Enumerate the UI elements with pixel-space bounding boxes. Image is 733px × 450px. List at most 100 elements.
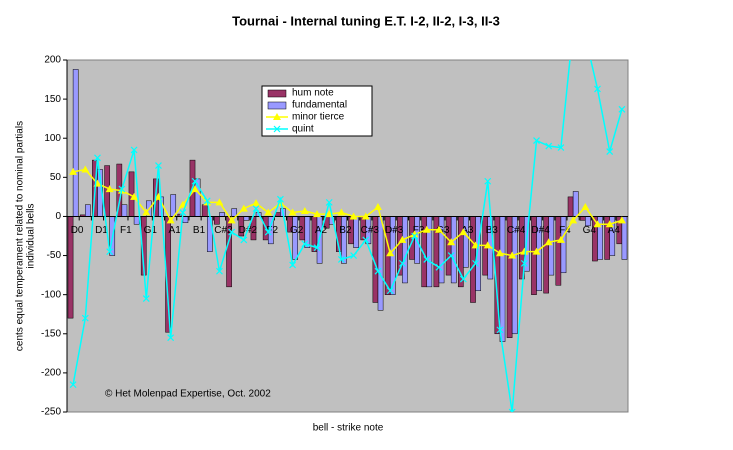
legend-label: quint: [292, 124, 314, 135]
marker: [483, 241, 492, 249]
marker: [459, 228, 468, 236]
y-axis-label: cents equal temperament related to nomin…: [15, 121, 37, 351]
marker: [167, 334, 175, 342]
marker: [350, 252, 358, 259]
bar: [121, 204, 128, 217]
bar: [353, 216, 359, 248]
y-tick-label: -150: [41, 328, 61, 339]
x-tick-label: F3: [413, 225, 425, 236]
marker: [273, 113, 281, 120]
marker: [361, 212, 370, 220]
series-line: [72, 168, 623, 257]
bar: [243, 216, 250, 221]
bar: [170, 194, 177, 217]
x-tick-label: C#3: [361, 225, 380, 236]
bar: [72, 69, 79, 217]
marker: [447, 252, 455, 259]
marker: [215, 198, 224, 206]
marker: [252, 205, 260, 213]
marker: [569, 216, 578, 224]
marker: [288, 208, 297, 216]
legend-swatch: [267, 89, 287, 98]
bar: [201, 204, 208, 217]
marker: [533, 137, 540, 144]
x-axis-label: bell - strike note: [313, 423, 384, 434]
bar: [426, 216, 433, 288]
x-tick-label: B1: [193, 225, 206, 236]
marker: [545, 142, 553, 150]
bar: [499, 216, 506, 342]
bar: [219, 212, 225, 217]
bar: [567, 196, 574, 217]
marker: [252, 199, 261, 207]
marker: [362, 236, 370, 244]
marker: [191, 185, 200, 193]
marker: [105, 185, 114, 193]
marker: [459, 275, 467, 283]
marker: [276, 195, 284, 203]
bar: [579, 216, 586, 221]
marker: [606, 148, 614, 155]
marker: [228, 228, 236, 236]
marker: [301, 240, 309, 248]
marker: [593, 220, 602, 228]
marker: [495, 249, 504, 257]
marker: [166, 216, 175, 224]
marker: [349, 212, 358, 220]
marker: [264, 208, 273, 216]
x-tick-label: F4: [559, 225, 571, 236]
marker: [106, 248, 114, 256]
marker: [69, 167, 78, 175]
y-tick-label: 200: [44, 55, 61, 66]
chart-title: Tournai - Internal tuning E.T. I-2, II-2…: [232, 13, 500, 28]
lines: [69, 60, 626, 412]
marker: [423, 256, 431, 263]
x-tick-label: F1: [120, 225, 132, 236]
bar: [182, 216, 189, 223]
marker: [508, 408, 516, 412]
marker: [556, 235, 565, 243]
marker: [617, 216, 626, 224]
marker: [289, 261, 297, 269]
marker: [142, 295, 150, 303]
marker: [386, 287, 394, 295]
x-tick-label: D#3: [385, 225, 404, 236]
marker: [447, 238, 456, 246]
bar: [463, 216, 469, 268]
marker: [422, 225, 431, 233]
marker: [508, 251, 517, 259]
x-tick-label: G2: [290, 225, 304, 236]
marker: [227, 216, 236, 224]
bar: [292, 216, 298, 260]
marker: [191, 177, 199, 185]
marker: [581, 203, 590, 211]
marker: [434, 225, 443, 233]
x-tick-label: B2: [339, 225, 352, 236]
marker: [313, 210, 322, 218]
marker: [94, 154, 101, 162]
bar: [214, 216, 220, 225]
marker: [325, 210, 334, 218]
marker: [325, 198, 333, 206]
x-tick-label: A3: [461, 225, 474, 236]
marker: [216, 267, 223, 275]
marker: [520, 247, 529, 255]
legend-label: fundamental: [292, 100, 347, 111]
marker: [130, 192, 139, 200]
marker: [520, 259, 528, 267]
bar: [85, 204, 91, 217]
y-tick-label: 50: [50, 172, 62, 183]
x-tick-label: G1: [144, 225, 158, 236]
marker: [472, 259, 479, 267]
y-tick-label: -100: [41, 289, 61, 300]
marker: [179, 209, 187, 216]
marker: [239, 204, 248, 212]
x-tick-label: D0: [71, 225, 84, 236]
y-tick-label: -250: [41, 407, 61, 418]
x-tick-label: G4: [583, 225, 597, 236]
series-line: [72, 60, 623, 412]
marker: [142, 208, 151, 216]
marker: [410, 230, 419, 238]
y-tick-label: -50: [47, 250, 62, 261]
x-tick-label: D#4: [531, 225, 550, 236]
